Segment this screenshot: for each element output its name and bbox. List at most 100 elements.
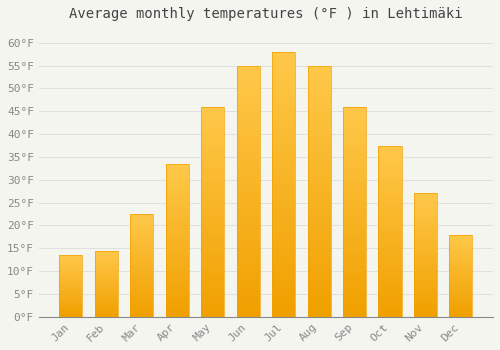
- Bar: [378, 166, 402, 169]
- Bar: [308, 161, 330, 166]
- Bar: [236, 267, 260, 272]
- Bar: [166, 204, 189, 206]
- Bar: [60, 314, 82, 316]
- Bar: [343, 212, 366, 216]
- Bar: [95, 251, 118, 317]
- Bar: [414, 233, 437, 236]
- Bar: [378, 190, 402, 194]
- Bar: [378, 234, 402, 238]
- Bar: [450, 290, 472, 292]
- Bar: [308, 312, 330, 317]
- Bar: [343, 149, 366, 153]
- Bar: [166, 176, 189, 179]
- Bar: [414, 236, 437, 238]
- Bar: [272, 57, 295, 63]
- Bar: [95, 269, 118, 271]
- Bar: [378, 228, 402, 231]
- Bar: [166, 274, 189, 277]
- Bar: [130, 278, 154, 280]
- Bar: [236, 171, 260, 176]
- Bar: [60, 271, 82, 272]
- Bar: [272, 264, 295, 269]
- Bar: [236, 91, 260, 96]
- Bar: [95, 253, 118, 254]
- Bar: [60, 285, 82, 286]
- Bar: [201, 250, 224, 254]
- Bar: [343, 208, 366, 212]
- Bar: [414, 265, 437, 267]
- Bar: [236, 136, 260, 141]
- Bar: [60, 297, 82, 298]
- Bar: [60, 281, 82, 282]
- Bar: [308, 181, 330, 186]
- Bar: [201, 241, 224, 245]
- Bar: [378, 159, 402, 163]
- Bar: [343, 107, 366, 111]
- Bar: [450, 272, 472, 274]
- Bar: [378, 231, 402, 234]
- Bar: [378, 296, 402, 300]
- Bar: [130, 257, 154, 259]
- Bar: [166, 206, 189, 210]
- Bar: [308, 76, 330, 80]
- Bar: [414, 272, 437, 275]
- Bar: [130, 282, 154, 284]
- Bar: [308, 65, 330, 71]
- Bar: [130, 307, 154, 309]
- Bar: [95, 301, 118, 302]
- Bar: [166, 292, 189, 295]
- Bar: [95, 282, 118, 284]
- Bar: [450, 307, 472, 309]
- Bar: [343, 174, 366, 178]
- Bar: [60, 279, 82, 280]
- Bar: [272, 274, 295, 280]
- Bar: [343, 258, 366, 262]
- Bar: [201, 132, 224, 136]
- Bar: [60, 293, 82, 295]
- Bar: [201, 266, 224, 271]
- Bar: [236, 76, 260, 80]
- Bar: [343, 182, 366, 187]
- Bar: [201, 107, 224, 111]
- Bar: [272, 68, 295, 73]
- Bar: [450, 239, 472, 241]
- Bar: [343, 161, 366, 166]
- Bar: [201, 187, 224, 191]
- Bar: [60, 269, 82, 270]
- Bar: [236, 302, 260, 307]
- Bar: [95, 260, 118, 261]
- Bar: [201, 233, 224, 237]
- Bar: [308, 131, 330, 136]
- Bar: [130, 276, 154, 278]
- Bar: [414, 198, 437, 201]
- Bar: [166, 210, 189, 213]
- Bar: [166, 170, 189, 173]
- Bar: [343, 266, 366, 271]
- Bar: [378, 276, 402, 279]
- Bar: [95, 288, 118, 289]
- Bar: [450, 279, 472, 281]
- Bar: [166, 240, 189, 243]
- Bar: [201, 237, 224, 241]
- Bar: [60, 311, 82, 312]
- Bar: [414, 290, 437, 292]
- Bar: [166, 277, 189, 280]
- Bar: [130, 224, 154, 226]
- Bar: [308, 282, 330, 287]
- Bar: [308, 65, 330, 317]
- Bar: [414, 248, 437, 250]
- Bar: [95, 305, 118, 306]
- Bar: [272, 232, 295, 237]
- Bar: [201, 216, 224, 220]
- Bar: [414, 277, 437, 280]
- Bar: [414, 211, 437, 213]
- Bar: [308, 121, 330, 126]
- Bar: [201, 308, 224, 313]
- Bar: [414, 225, 437, 228]
- Bar: [450, 253, 472, 254]
- Bar: [272, 126, 295, 131]
- Bar: [414, 228, 437, 231]
- Bar: [130, 259, 154, 261]
- Bar: [308, 156, 330, 161]
- Bar: [95, 315, 118, 317]
